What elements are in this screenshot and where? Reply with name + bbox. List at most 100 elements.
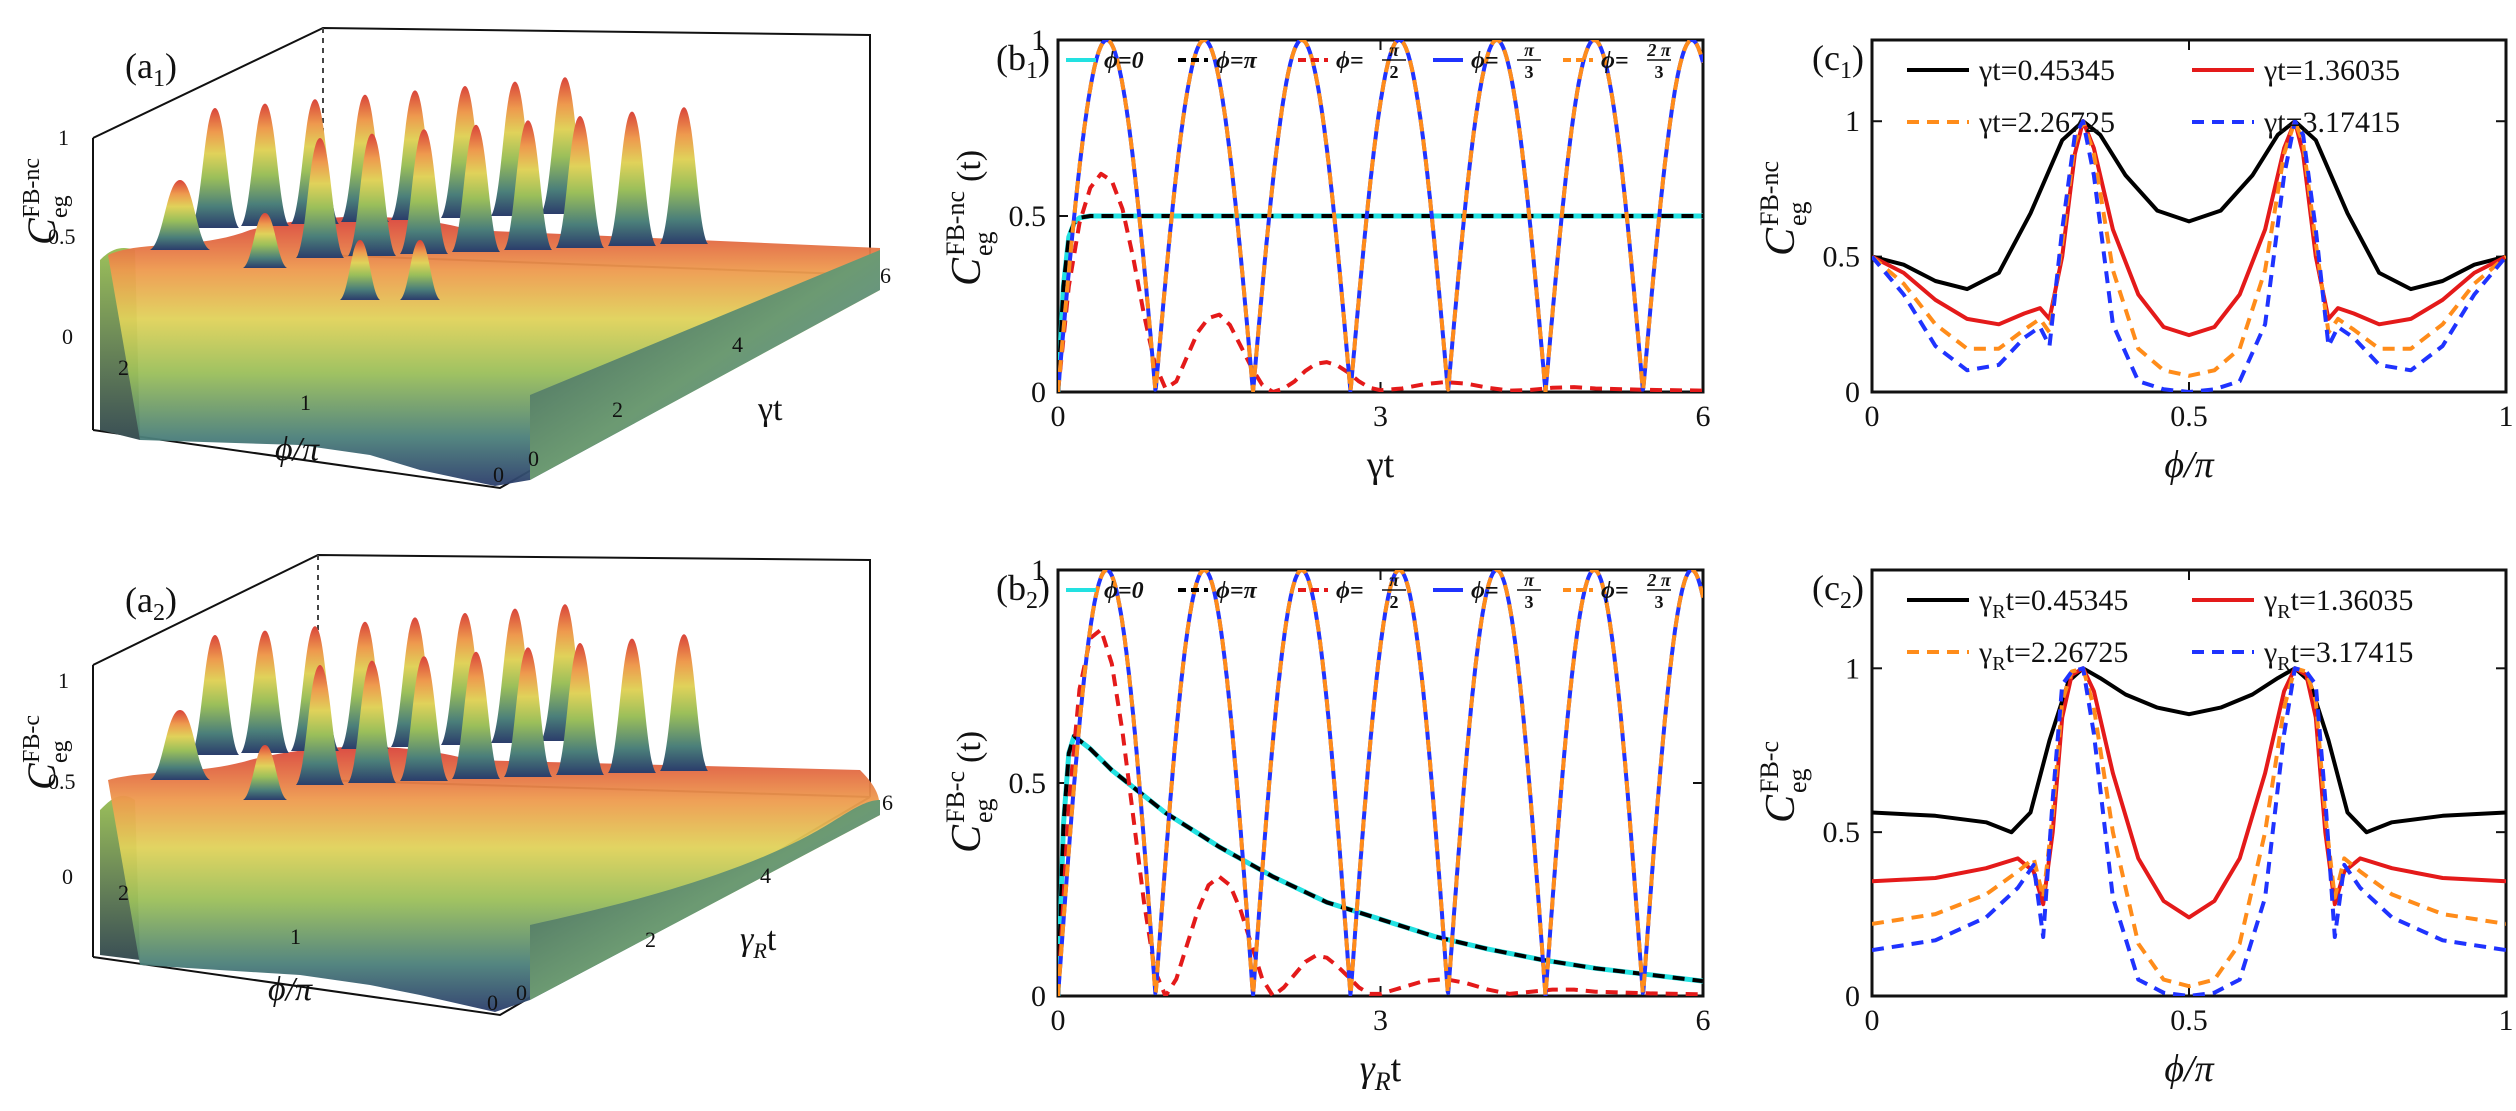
b1-series-2 [1058,171,1703,392]
a2-zlabel-sup: FB-c [19,715,45,763]
a1-phi-axis: 2 1 0 ϕ/π [118,355,504,487]
a2-surface-peaks [150,604,708,800]
b2-legend-den-3: 3 [1525,592,1534,612]
c2-ylabel-base: C [1758,794,1804,823]
c2-xtick-label-2: 1 [2499,1004,2514,1037]
line-plots: 0 3 600.51ϕ=0 ϕ=π ϕ= π2 ϕ= π3 ϕ= 2 π3(b1)γtCFB-nc… [941,24,2514,1096]
b1-series [1058,40,1703,392]
svg-text:C: C [19,762,64,790]
panel-c2: 0 0.5 1 0 0.5 1 γRt=0.45345 γRt=1.36035 γRt=2.26… [1755,568,2514,1090]
a1-ztick-1: 1 [58,125,69,150]
a2-peaks-row1-peak-1 [348,660,396,783]
a1-surface-body [108,216,880,486]
b1-legend-den-3: 3 [1525,62,1534,82]
c1-ytick-label-1: 0.5 [1823,241,1861,274]
c1-ytick-label-2: 1 [1845,105,1860,138]
panel-b1: 0 3 600.51ϕ=0 ϕ=π ϕ= π2 ϕ= π3 ϕ= 2 π3(b1)γtCFB-nc… [941,24,1711,486]
a2-zaxis-label: C FB-c eg [19,715,73,790]
a1-peaks-row1-peak-4 [504,120,552,251]
b1-ytick-label-2: 1 [1031,24,1046,57]
c2-ytick-label-1: 0.5 [1823,816,1861,849]
a1-ttick-4: 4 [732,332,743,357]
b1-xtick-label-2: 6 [1696,400,1711,433]
a2-peaks-row3-peak-0 [243,745,287,800]
a1-ztick-0.5: 0.5 [48,224,76,249]
a1-t-label: γt [757,391,783,428]
c1-legend-label-2: γt=2.26725 [1978,106,2115,139]
c1-xlabel: ϕ/π [2164,444,2214,486]
b2-legend-label-1: ϕ=π [1216,578,1258,604]
b2-legend: ϕ=0 ϕ=π ϕ= π2 ϕ= π3 ϕ= 2 π3 [1066,570,1672,612]
a2-ztick-1: 1 [58,668,69,693]
a2-zaxis: 1 0.5 0 [48,668,76,889]
c1-legend-label-3: γt=3.17415 [2263,106,2400,139]
a2-peaks-row1-peak-4 [504,647,552,777]
c1-ylabel-sub: eg [1783,201,1812,226]
b2-legend-num-2: π [1389,570,1400,590]
b1-legend-num-4: 2 π [1646,40,1672,60]
svg-text:eg: eg [47,740,73,763]
a2-t-label: γRt [740,921,777,963]
a1-surface-peaks [150,77,708,300]
b1-ylabel-tail: (t) [951,150,988,182]
b2-xtick-label-2: 6 [1696,1004,1711,1037]
b2-ytick-label-0: 0 [1031,980,1046,1013]
b1-legend-den-4: 3 [1655,62,1664,82]
a2-phitick-1: 1 [290,924,301,949]
a1-zaxis: 1 0.5 0 [48,125,76,349]
b2-legend-den-4: 3 [1655,592,1664,612]
a1-ttick-2: 2 [612,397,623,422]
b2-series-2 [1058,627,1703,996]
a2-peaks-row1-peak-5 [556,643,604,775]
c1-legend-label-1: γt=1.36035 [2263,54,2400,87]
a2-peaks-row1-peak-7 [660,634,708,771]
a1-peaks-row1-peak-1 [348,133,396,256]
a1-ttick-6: 6 [880,263,891,288]
c2-legend-label-3: γRt=3.17415 [2263,636,2413,675]
c2-series-0 [1872,666,2506,835]
a1-peaks-row3-peak-0 [243,213,287,268]
svg-text:FB-nc: FB-nc [19,158,45,218]
svg-text:eg: eg [47,195,73,218]
b1-legend-label-0: ϕ=0 [1104,48,1144,74]
a1-zlabel-sup: FB-nc [19,158,45,218]
a2-ztick-0.5: 0.5 [48,769,76,794]
a1-zlabel-base: C [19,217,64,245]
b1-panel-label: (b1) [996,38,1050,84]
b2-xtick-label-0: 0 [1051,1004,1066,1037]
b2-ylabel-sup: FB-c [941,771,970,823]
c2-series-3 [1872,666,2506,996]
c1-series-2 [1872,119,2506,378]
b1-ylabel-base: C [944,257,990,286]
a1-phitick-0: 0 [493,462,504,487]
b2-xlabel: γRt [1360,1048,1402,1096]
b2-legend-num-3: π [1524,570,1535,590]
b2-legend-label-0: ϕ=0 [1104,578,1144,604]
a1-panel-label: (a1) [125,46,177,92]
b2-legend-den-2: 2 [1390,592,1399,612]
c2-legend-label-1: γRt=1.36035 [2263,584,2413,623]
c2-xlabel: ϕ/π [2164,1048,2214,1090]
c1-xtick-label-1: 0.5 [2170,400,2208,433]
b2-ylabel: CFB-c eg (t) [941,731,998,853]
b1-legend-num-3: π [1524,40,1535,60]
a1-peaks-row0-peak-0 [191,108,239,228]
a1-zlabel-sub: eg [47,195,73,218]
c1-ylabel: CFB-nc eg [1755,161,1812,256]
c1-series-1 [1872,119,2506,338]
svg-text:C: C [19,217,64,245]
a2-ttick-6: 6 [882,790,893,815]
a2-peaks-row0-peak-0 [191,635,239,755]
c1-series-0 [1872,119,2506,292]
b1-ytick-label-0: 0 [1031,376,1046,409]
c2-legend-label-2: γRt=2.26725 [1978,636,2128,675]
a1-t-axis: 0 2 4 6 γt [528,263,891,471]
a1-phitick-1: 1 [300,390,311,415]
a1-peaks-row1-peak-6 [608,111,656,246]
b1-legend-label-2: ϕ= [1336,48,1364,74]
a1-peaks-row2-peak-0 [150,180,210,250]
a2-surface-floor [530,800,880,1000]
a2-ttick-2: 2 [645,927,656,952]
a2-zlabel-base: C [19,762,64,790]
